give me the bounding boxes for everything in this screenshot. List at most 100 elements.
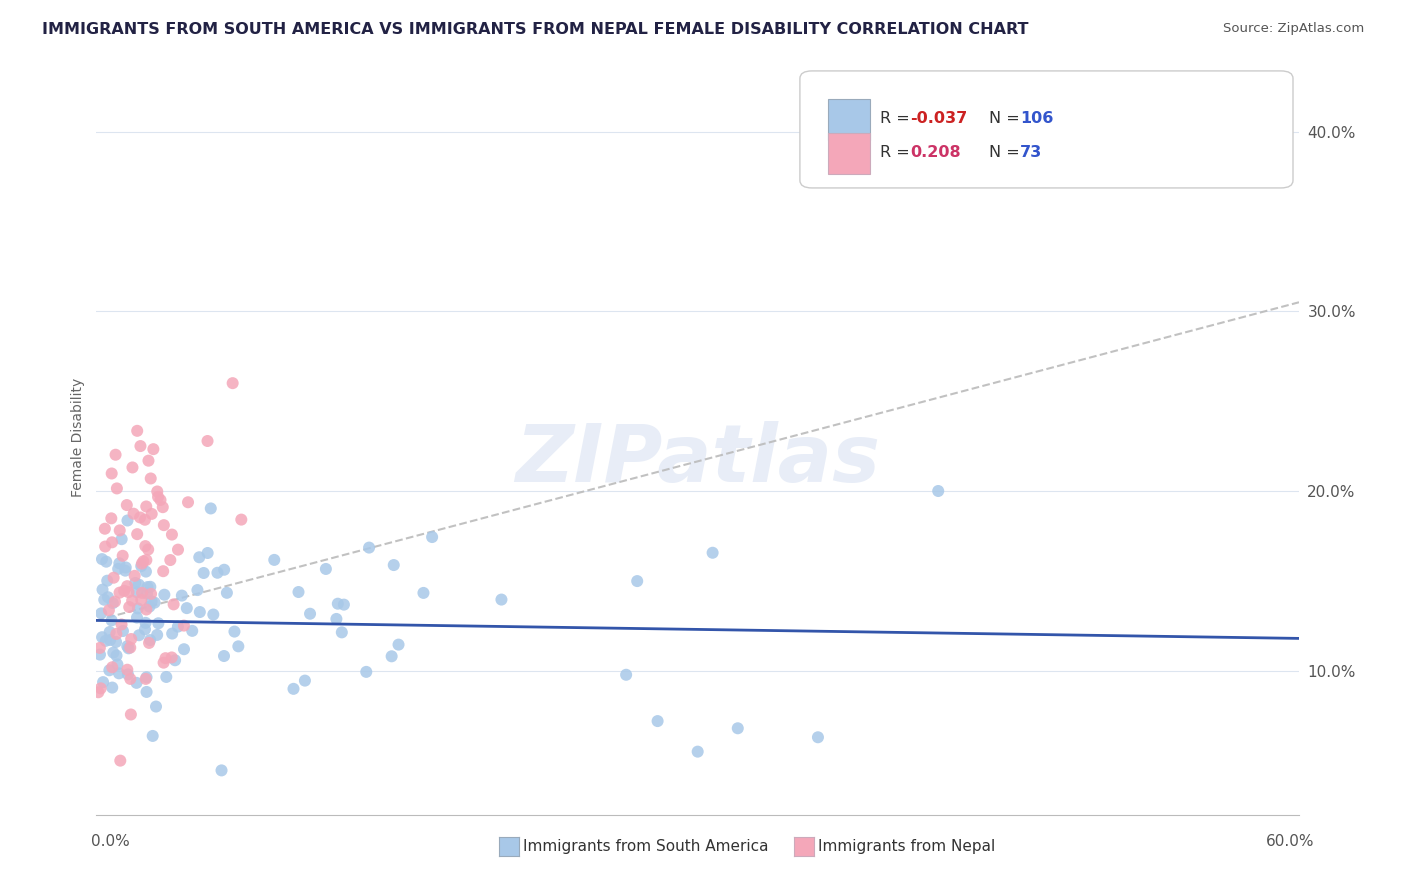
Point bbox=[170, 589, 193, 603]
Point bbox=[202, 607, 225, 622]
Point bbox=[100, 613, 122, 627]
Text: 73: 73 bbox=[1019, 145, 1042, 160]
Point bbox=[231, 513, 253, 527]
Point bbox=[146, 628, 169, 642]
Point bbox=[117, 641, 139, 656]
Point bbox=[356, 665, 378, 679]
Point bbox=[135, 565, 157, 579]
Point bbox=[117, 663, 139, 677]
Point bbox=[121, 460, 143, 475]
Point bbox=[90, 681, 112, 696]
Point bbox=[111, 532, 134, 546]
Point bbox=[108, 585, 131, 599]
Point bbox=[134, 539, 156, 553]
Point bbox=[131, 593, 153, 607]
Point bbox=[136, 542, 159, 557]
Point bbox=[173, 642, 195, 657]
Point bbox=[287, 585, 309, 599]
Point bbox=[122, 507, 145, 521]
Point bbox=[120, 707, 142, 722]
Point bbox=[330, 625, 353, 640]
Point bbox=[212, 563, 235, 577]
Point bbox=[98, 625, 121, 640]
Text: 0.208: 0.208 bbox=[911, 145, 962, 160]
Point bbox=[197, 546, 219, 560]
Point bbox=[160, 650, 183, 665]
Text: Source: ZipAtlas.com: Source: ZipAtlas.com bbox=[1223, 22, 1364, 36]
Point bbox=[111, 549, 134, 563]
Point bbox=[91, 582, 114, 597]
Point bbox=[91, 630, 114, 644]
Point bbox=[1194, 139, 1216, 153]
Point bbox=[117, 667, 139, 681]
Point bbox=[131, 557, 153, 571]
Point bbox=[215, 586, 238, 600]
Point bbox=[138, 636, 160, 650]
Point bbox=[207, 566, 229, 580]
Point bbox=[188, 605, 211, 619]
Point bbox=[96, 555, 118, 569]
FancyBboxPatch shape bbox=[800, 71, 1294, 188]
Point bbox=[120, 640, 142, 655]
Point bbox=[359, 541, 381, 555]
Point bbox=[107, 657, 129, 672]
Point bbox=[420, 530, 443, 544]
Point bbox=[333, 598, 356, 612]
Text: Immigrants from Nepal: Immigrants from Nepal bbox=[818, 839, 995, 854]
Point bbox=[146, 484, 169, 499]
Point bbox=[412, 586, 434, 600]
Point bbox=[124, 569, 146, 583]
Point bbox=[135, 602, 157, 616]
Point bbox=[94, 522, 117, 536]
Point bbox=[89, 640, 111, 655]
Point bbox=[101, 660, 124, 674]
Point bbox=[114, 560, 136, 574]
Point bbox=[686, 745, 709, 759]
Point bbox=[139, 471, 162, 485]
Point bbox=[149, 493, 172, 508]
Point bbox=[155, 670, 177, 684]
Point bbox=[136, 580, 159, 594]
Point bbox=[110, 617, 132, 632]
Point bbox=[134, 513, 156, 527]
Point bbox=[125, 676, 148, 690]
Point bbox=[129, 439, 152, 453]
Point bbox=[104, 595, 127, 609]
Point bbox=[107, 562, 129, 576]
Point bbox=[138, 453, 160, 467]
Text: N =: N = bbox=[988, 111, 1025, 126]
Point bbox=[131, 586, 153, 600]
Point bbox=[136, 586, 159, 600]
Point bbox=[139, 587, 162, 601]
Point bbox=[212, 648, 235, 663]
Point bbox=[96, 574, 118, 588]
Point bbox=[626, 574, 648, 588]
Point bbox=[105, 627, 128, 641]
Point bbox=[148, 616, 170, 631]
Text: R =: R = bbox=[880, 111, 915, 126]
Point bbox=[87, 685, 110, 699]
Point bbox=[381, 649, 404, 664]
Point bbox=[108, 557, 131, 571]
Point bbox=[101, 681, 124, 695]
Point bbox=[135, 500, 157, 514]
Point bbox=[94, 633, 117, 648]
Point bbox=[188, 550, 211, 565]
Point bbox=[105, 648, 128, 663]
Point bbox=[98, 663, 121, 677]
Point bbox=[105, 482, 128, 496]
Point bbox=[105, 635, 128, 649]
Point bbox=[112, 583, 135, 598]
Point bbox=[197, 434, 219, 448]
Text: 106: 106 bbox=[1019, 111, 1053, 126]
Text: R =: R = bbox=[880, 145, 915, 160]
Point bbox=[143, 596, 166, 610]
Point bbox=[153, 588, 176, 602]
Point bbox=[138, 599, 160, 614]
Point bbox=[104, 448, 127, 462]
Point bbox=[121, 593, 143, 607]
Point bbox=[118, 600, 141, 615]
Point bbox=[110, 754, 132, 768]
Text: 60.0%: 60.0% bbox=[1267, 834, 1315, 848]
Point bbox=[283, 681, 305, 696]
